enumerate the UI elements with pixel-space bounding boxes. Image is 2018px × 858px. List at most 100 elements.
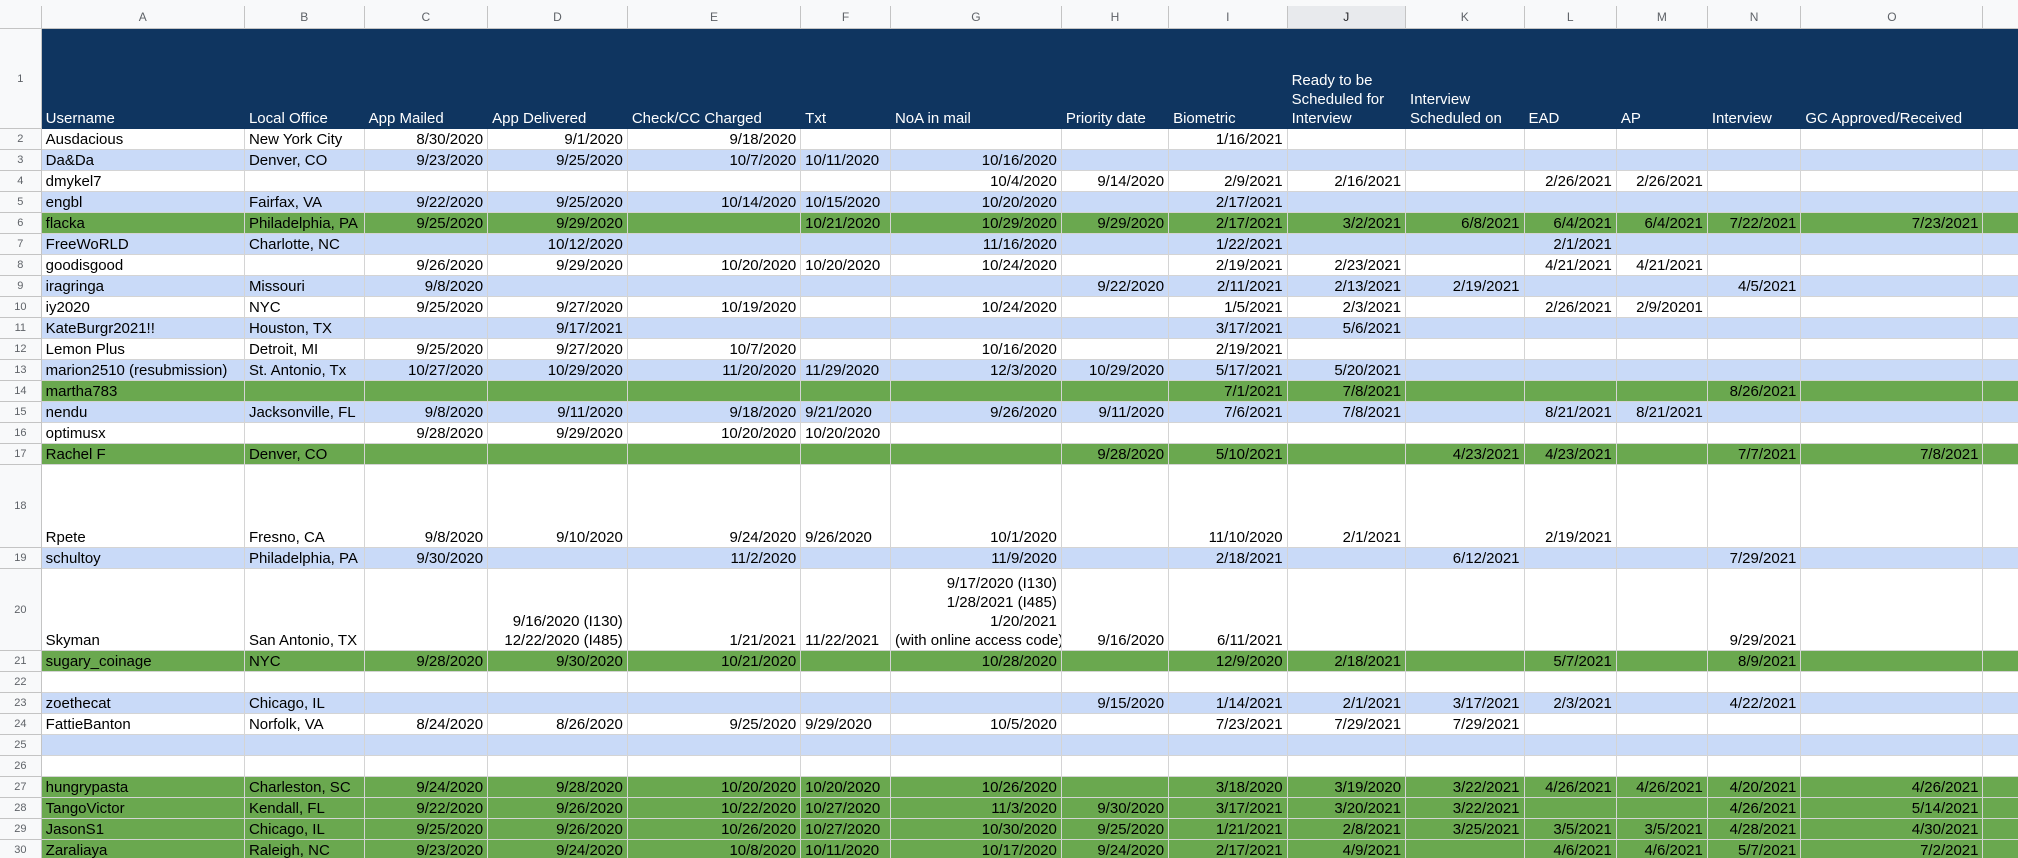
table-cell[interactable] bbox=[800, 671, 891, 693]
table-cell[interactable]: 1/21/2021 bbox=[627, 568, 802, 651]
table-cell[interactable] bbox=[1707, 149, 1802, 171]
table-cell[interactable]: 10/16/2020 bbox=[890, 149, 1062, 171]
table-cell[interactable]: Chicago, IL bbox=[244, 818, 365, 840]
table-cell[interactable]: 9/22/2020 bbox=[364, 191, 489, 213]
header-cell[interactable]: Ready to be Scheduled for Interview bbox=[1287, 28, 1407, 129]
table-cell[interactable]: Missouri bbox=[244, 275, 365, 297]
table-cell[interactable] bbox=[1800, 464, 1984, 548]
table-cell[interactable]: 9/15/2020 bbox=[1061, 692, 1170, 714]
table-cell[interactable] bbox=[1287, 443, 1407, 465]
table-cell[interactable]: 5/6/2021 bbox=[1287, 317, 1407, 339]
table-cell[interactable] bbox=[1616, 422, 1708, 444]
table-cell[interactable]: 4/21/2021 bbox=[1616, 254, 1708, 276]
table-cell[interactable]: 12/3/2020 bbox=[890, 359, 1062, 381]
table-cell[interactable]: 10/20/2020 bbox=[627, 776, 802, 798]
table-cell[interactable] bbox=[890, 734, 1062, 756]
row-header[interactable]: 19 bbox=[0, 547, 42, 569]
table-cell[interactable]: 10/19/2020 bbox=[627, 296, 802, 318]
table-cell[interactable]: 2/19/2021 bbox=[1168, 338, 1288, 360]
table-cell[interactable] bbox=[1168, 755, 1288, 777]
table-cell[interactable] bbox=[1061, 713, 1170, 735]
table-cell[interactable]: 4/6/2021 bbox=[1524, 839, 1617, 858]
table-cell[interactable]: FreeWoRLD bbox=[41, 233, 245, 255]
header-cell[interactable]: Txt bbox=[800, 28, 891, 129]
table-cell[interactable]: 9/29/2020 bbox=[487, 212, 628, 234]
table-cell[interactable]: Philadelphia, PA bbox=[244, 547, 365, 569]
table-cell[interactable]: 4/26/2021 bbox=[1524, 776, 1617, 798]
table-cell[interactable] bbox=[1524, 547, 1617, 569]
table-cell[interactable]: 9/26/2020 bbox=[890, 401, 1062, 423]
table-cell[interactable]: Da&Da bbox=[41, 149, 245, 171]
table-cell[interactable] bbox=[1800, 191, 1984, 213]
header-cell[interactable]: EAD bbox=[1524, 28, 1617, 129]
table-cell[interactable]: 9/28/2020 bbox=[1061, 443, 1170, 465]
table-cell[interactable]: 10/29/2020 bbox=[890, 212, 1062, 234]
table-cell[interactable]: 2/1/2021 bbox=[1287, 464, 1407, 548]
column-header-k[interactable]: K bbox=[1405, 6, 1525, 29]
table-cell[interactable]: 8/21/2021 bbox=[1524, 401, 1617, 423]
table-cell[interactable] bbox=[800, 128, 891, 150]
table-cell[interactable]: 9/8/2020 bbox=[364, 464, 489, 548]
table-cell[interactable] bbox=[1405, 254, 1525, 276]
table-cell[interactable] bbox=[1405, 755, 1525, 777]
table-cell[interactable] bbox=[890, 755, 1062, 777]
table-cell[interactable]: 11/2/2020 bbox=[627, 547, 802, 569]
table-cell[interactable]: 7/8/2021 bbox=[1800, 443, 1984, 465]
table-cell[interactable] bbox=[364, 233, 489, 255]
column-header-a[interactable]: A bbox=[41, 6, 245, 29]
table-cell[interactable] bbox=[1405, 650, 1525, 672]
table-cell[interactable]: 10/5/2020 bbox=[890, 713, 1062, 735]
table-cell[interactable]: Denver, CO bbox=[244, 443, 365, 465]
table-cell[interactable] bbox=[890, 380, 1062, 402]
table-cell[interactable] bbox=[244, 170, 365, 192]
table-cell[interactable] bbox=[487, 443, 628, 465]
table-cell[interactable]: 4/23/2021 bbox=[1405, 443, 1525, 465]
table-cell[interactable] bbox=[1707, 317, 1802, 339]
table-cell[interactable] bbox=[1616, 338, 1708, 360]
table-cell[interactable] bbox=[800, 443, 891, 465]
table-cell[interactable] bbox=[1707, 191, 1802, 213]
table-cell[interactable] bbox=[1405, 568, 1525, 651]
table-cell[interactable]: 9/26/2020 bbox=[487, 797, 628, 819]
header-cell[interactable]: App Delivered bbox=[487, 28, 628, 129]
table-cell[interactable] bbox=[1800, 170, 1984, 192]
table-cell[interactable] bbox=[1707, 734, 1802, 756]
table-cell[interactable]: 3/22/2021 bbox=[1405, 776, 1525, 798]
table-cell[interactable]: 9/24/2020 bbox=[487, 839, 628, 858]
table-cell[interactable]: 3/18/2020 bbox=[1168, 776, 1288, 798]
table-cell[interactable] bbox=[487, 692, 628, 714]
table-cell[interactable]: 4/26/2021 bbox=[1707, 797, 1802, 819]
table-cell[interactable]: Norfolk, VA bbox=[244, 713, 365, 735]
table-cell[interactable] bbox=[1405, 233, 1525, 255]
table-cell[interactable]: 5/20/2021 bbox=[1287, 359, 1407, 381]
table-cell[interactable]: Philadelphia, PA bbox=[244, 212, 365, 234]
table-cell[interactable]: 10/11/2020 bbox=[800, 839, 891, 858]
table-cell[interactable] bbox=[627, 212, 802, 234]
table-cell[interactable]: 3/17/2021 bbox=[1168, 797, 1288, 819]
table-cell[interactable] bbox=[800, 547, 891, 569]
header-cell[interactable]: Interview Scheduled on bbox=[1405, 28, 1525, 129]
table-cell[interactable]: Skyman bbox=[41, 568, 245, 651]
table-cell[interactable]: 7/22/2021 bbox=[1707, 212, 1802, 234]
table-cell[interactable]: 4/26/2021 bbox=[1616, 776, 1708, 798]
table-cell[interactable] bbox=[364, 170, 489, 192]
table-cell[interactable]: 9/21/2020 bbox=[800, 401, 891, 423]
table-cell[interactable]: 9/28/2020 bbox=[364, 650, 489, 672]
table-cell[interactable]: iy2020 bbox=[41, 296, 245, 318]
table-cell[interactable] bbox=[1707, 338, 1802, 360]
table-cell[interactable]: 11/20/2020 bbox=[627, 359, 802, 381]
table-cell[interactable]: 4/23/2021 bbox=[1524, 443, 1617, 465]
table-cell[interactable] bbox=[800, 650, 891, 672]
table-cell[interactable]: 7/7/2021 bbox=[1707, 443, 1802, 465]
table-cell[interactable]: 9/30/2020 bbox=[364, 547, 489, 569]
table-cell[interactable] bbox=[1061, 338, 1170, 360]
table-cell[interactable] bbox=[487, 671, 628, 693]
table-cell[interactable] bbox=[1616, 191, 1708, 213]
row-header[interactable]: 12 bbox=[0, 338, 42, 360]
header-cell[interactable]: GC Approved/Received bbox=[1800, 28, 1984, 129]
table-cell[interactable]: nendu bbox=[41, 401, 245, 423]
table-cell[interactable]: 2/13/2021 bbox=[1287, 275, 1407, 297]
table-cell[interactable] bbox=[364, 317, 489, 339]
table-cell[interactable]: 10/7/2020 bbox=[627, 338, 802, 360]
